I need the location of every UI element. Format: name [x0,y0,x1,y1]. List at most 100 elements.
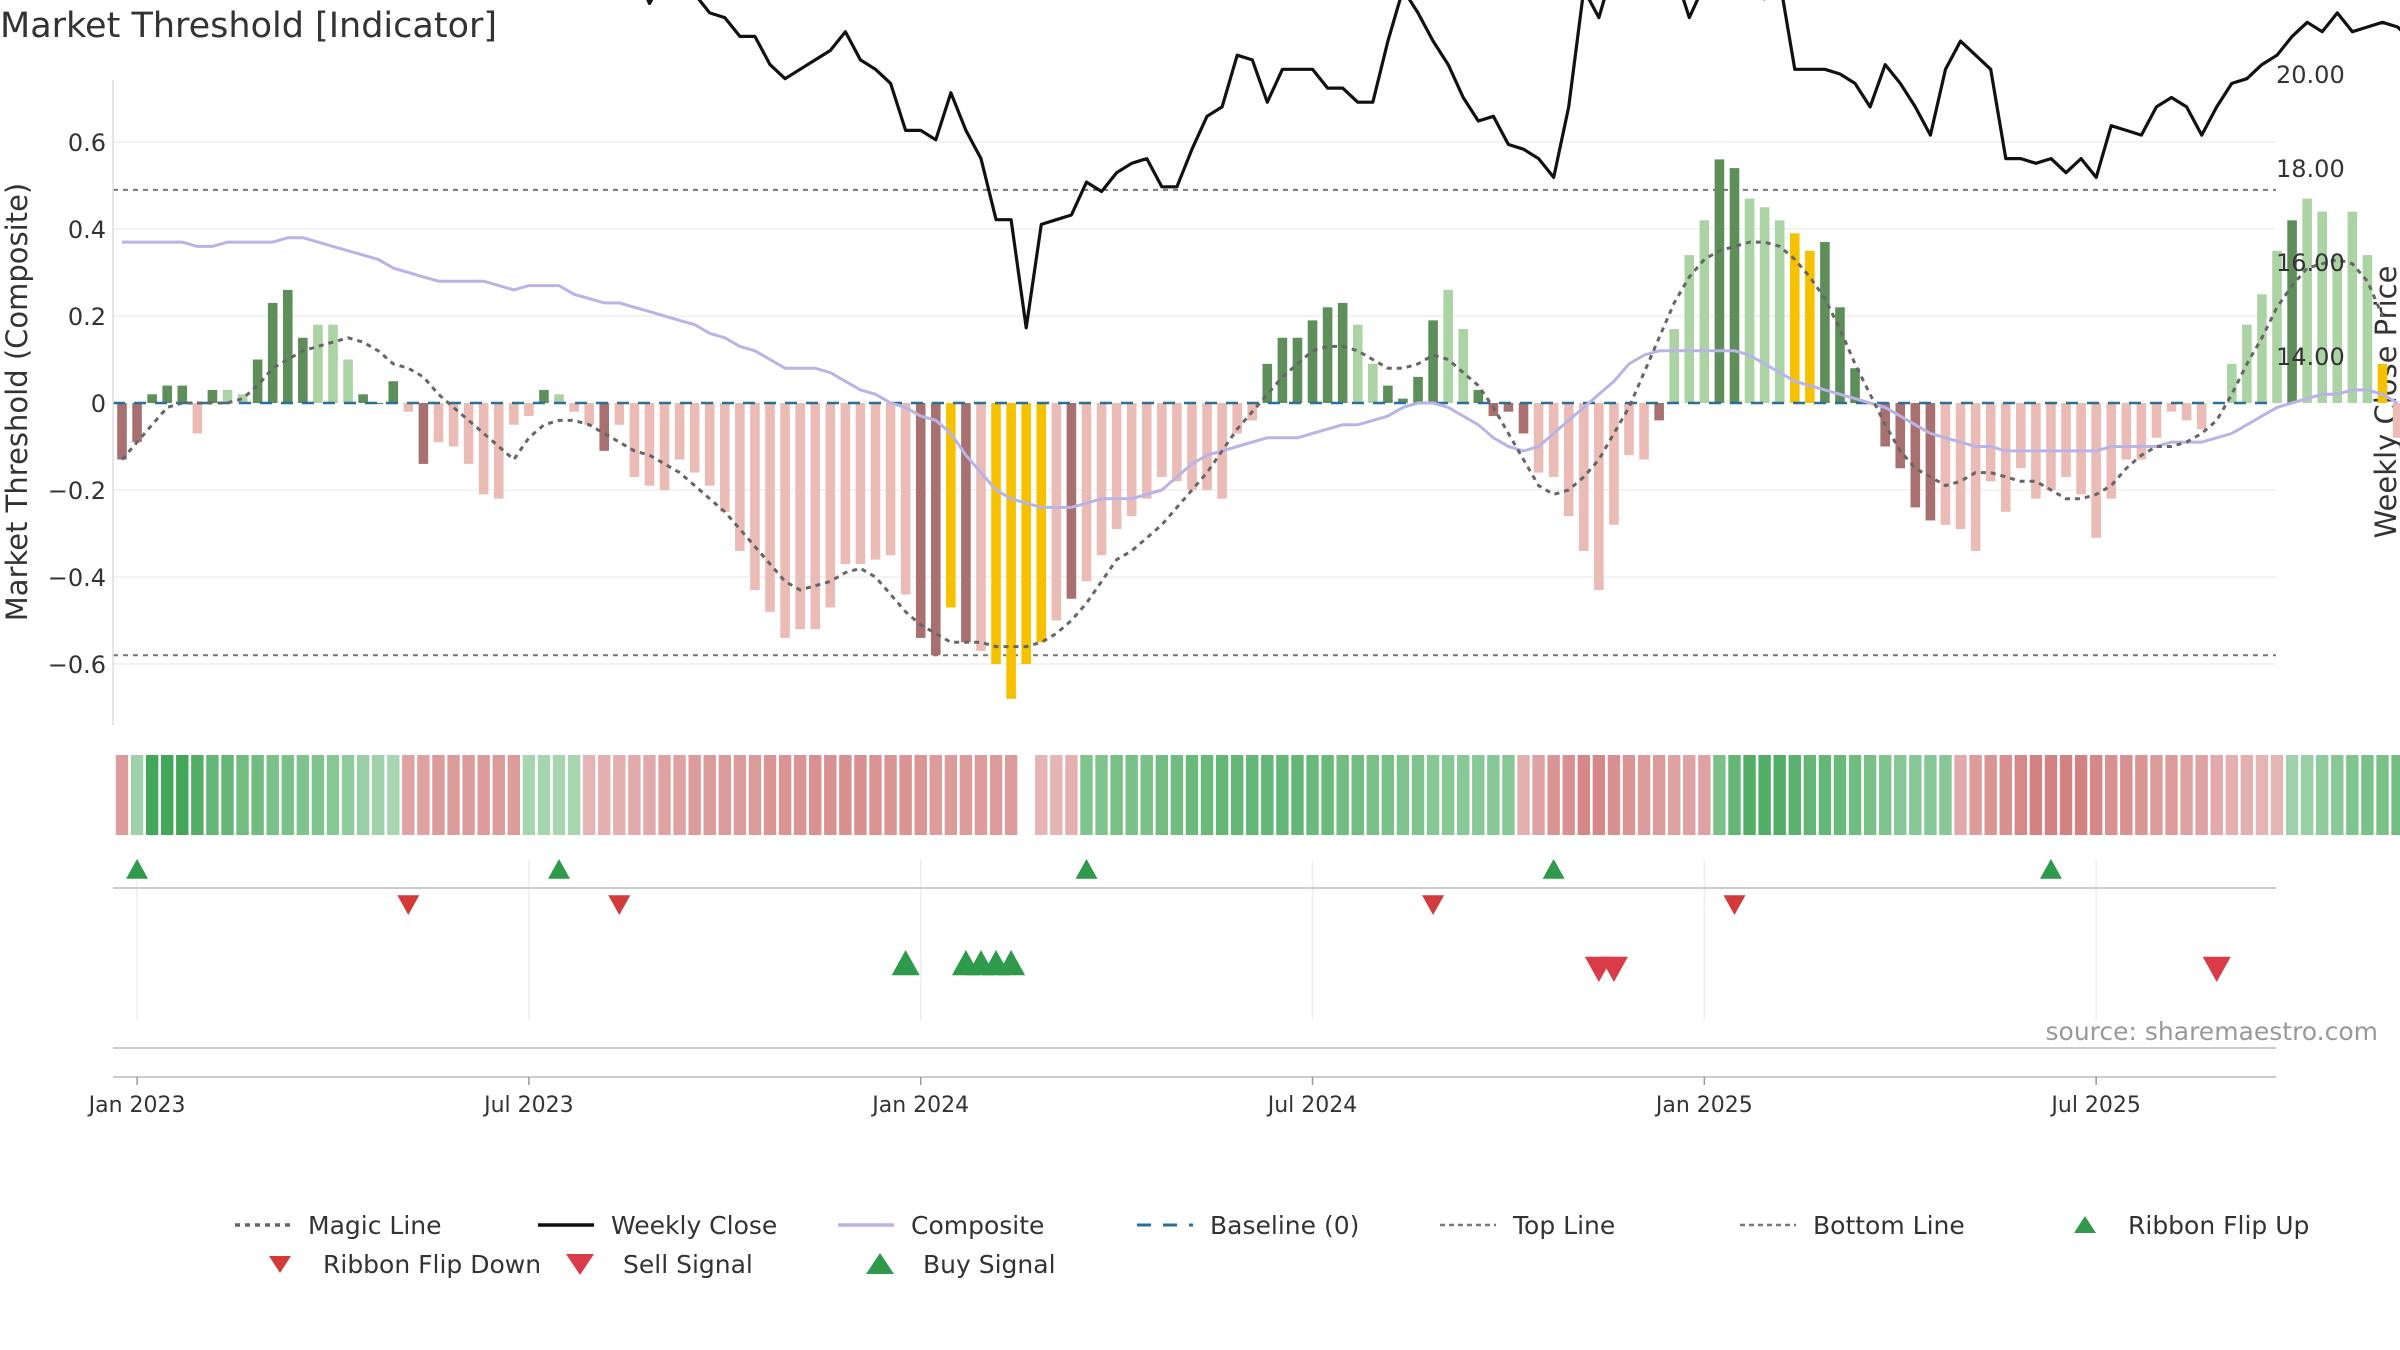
ribbon-cell [1909,755,1922,835]
composite-bar [1172,403,1182,482]
composite-bar [1458,329,1469,403]
y-tick-label: −0.2 [48,477,106,505]
ribbon-cell [869,755,882,835]
composite-bar [569,403,579,412]
composite-bar [991,403,1001,664]
ribbon-cell [1668,755,1681,835]
composite-bar [629,403,640,477]
composite-bar [1428,320,1438,403]
composite-bar [1307,320,1318,403]
legend-item-bottom: Bottom Line [1740,1211,1965,1240]
ribbon-cell [1984,755,1997,835]
composite-bar [1322,307,1333,403]
ribbon-cell [387,755,400,835]
ribbon-cell [974,755,988,835]
composite-bar [2061,403,2071,477]
ribbon-cell [161,755,174,835]
ribbon-cell [673,755,686,835]
ribbon-flip-up-marker [548,859,571,879]
ribbon-cell [115,755,129,835]
composite-bar [644,403,655,486]
composite-bar [222,389,233,403]
ribbon-cell [1487,755,1500,835]
legend-item-composite: Composite [838,1211,1044,1240]
ribbon-flip-up-marker [1542,859,1565,879]
ribbon-cell [2316,755,2329,835]
legend-label: Top Line [1512,1211,1615,1240]
y-tick-label: 0 [91,390,106,418]
composite-bar [1940,403,1951,525]
ribbon-cell [1472,755,1485,835]
weekly-close-line [646,0,2400,330]
composite-bar [2257,294,2267,403]
composite-bar [750,403,760,591]
composite-bar [2332,255,2343,403]
buy-signal-marker [891,950,920,976]
ribbon-cell [1396,755,1410,835]
legend-item-sell: Sell Signal [566,1250,753,1279]
ribbon-cell [462,755,475,835]
composite-bar [1368,363,1378,403]
x-tick-label: Jan 2025 [1654,1093,1753,1118]
composite-bar [2000,403,2011,512]
ribbon-cell [1924,755,1937,835]
ribbon-cell [2361,755,2374,835]
ribbon-cell [914,755,927,835]
ribbon-cell [582,755,596,835]
ribbon-cell [2210,755,2223,835]
ribbon-cell [311,755,325,835]
ribbon-cell [1969,755,1982,835]
ribbon-cell [733,755,747,835]
ribbon-cell [1698,755,1711,835]
composite-bar [554,394,564,403]
ribbon-cell [1050,755,1063,835]
ribbon-cell [326,755,340,835]
composite-bar [2272,250,2282,403]
composite-bar [855,403,866,564]
composite-bar [1473,389,1484,403]
composite-bar [237,394,248,403]
ribbon-cell [176,755,189,835]
composite-bar [1835,307,1845,403]
ribbon-cell [1652,755,1666,835]
y-tick-label: 0.2 [68,303,106,331]
composite-bar [976,403,986,651]
composite-bar [1187,403,1197,490]
ribbon-cell [2195,755,2208,835]
ribbon-cell [2300,755,2314,835]
x-tick-label: Jul 2024 [1266,1093,1358,1118]
composite-bar [539,389,549,403]
signal-panels [113,859,2276,1049]
ribbon-cell [1381,755,1395,835]
ribbon-cell [1004,755,1018,835]
composite-bar [1096,403,1107,556]
ribbon-cell [1035,755,1048,835]
composite-bar [478,403,489,495]
ribbon-cell [567,755,581,835]
chart-title: Market Threshold [Indicator] [0,6,497,46]
ribbon-cell [1426,755,1440,835]
composite-bar [2302,198,2312,403]
ribbon-cell [492,755,505,835]
composite-bar [1609,403,1619,525]
ribbon-cell [793,755,807,835]
source-label: source: sharemaestro.com [2046,1017,2379,1046]
composite-bar [1202,403,1212,490]
composite-bar [659,403,670,490]
ribbon-cell [1999,755,2012,835]
composite-bar [463,403,474,464]
ribbon-cell [1788,755,1801,835]
legend-item-top: Top Line [1440,1211,1615,1240]
ribbon-cell [2044,755,2058,835]
composite-bar [509,403,519,425]
ribbon-cell [251,755,264,835]
composite-bar [584,403,594,425]
ribbon-cell [130,755,144,835]
ribbon-cell [899,755,912,835]
composite-bar [1533,403,1544,473]
legend-swatch [566,1254,594,1275]
ribbon-cell [2346,755,2359,835]
composite-bar [177,385,188,403]
ribbon-flip-down-marker [397,895,420,915]
